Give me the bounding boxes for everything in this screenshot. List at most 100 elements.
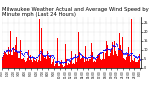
Point (126, 52, 128, 54)
Point (128, 54, 130, 56)
Point (41, 53, 43, 54)
Point (91, 56, 94, 57)
Point (40, 51, 43, 53)
Point (28, 56, 31, 58)
Point (44, 55, 46, 57)
Point (17, 51, 20, 52)
Point (92, 56, 95, 58)
Point (111, 44, 114, 46)
Point (52, 56, 55, 58)
Point (43, 55, 46, 57)
Point (53, 58, 56, 59)
Point (13, 48, 15, 50)
Point (29, 57, 31, 58)
Point (113, 46, 116, 47)
Point (4, 52, 6, 53)
Point (119, 49, 122, 50)
Point (69, 59, 71, 61)
Point (70, 58, 72, 59)
Point (27, 55, 30, 56)
Point (31, 56, 34, 57)
Point (23, 53, 25, 54)
Point (84, 57, 86, 59)
Point (114, 45, 116, 47)
Point (45, 54, 48, 55)
Point (118, 48, 121, 50)
Point (32, 56, 34, 57)
Point (120, 49, 122, 51)
Point (9, 50, 12, 51)
Point (81, 56, 83, 58)
Point (13, 50, 16, 51)
Point (84, 57, 87, 58)
Point (56, 61, 58, 62)
Point (111, 45, 114, 46)
Point (54, 61, 56, 63)
Point (52, 55, 54, 57)
Point (108, 48, 111, 49)
Point (128, 54, 131, 56)
Point (131, 53, 133, 54)
Point (21, 53, 23, 54)
Point (13, 48, 16, 50)
Point (19, 50, 22, 52)
Point (118, 48, 120, 49)
Point (120, 50, 122, 51)
Point (134, 56, 137, 57)
Point (61, 61, 64, 63)
Point (48, 56, 51, 57)
Point (22, 55, 24, 56)
Point (21, 53, 24, 55)
Point (110, 47, 113, 48)
Point (89, 56, 91, 57)
Point (5, 50, 8, 51)
Point (72, 57, 74, 58)
Point (38, 53, 41, 54)
Point (12, 48, 15, 50)
Point (20, 52, 23, 54)
Point (118, 48, 120, 49)
Point (89, 54, 92, 56)
Point (106, 47, 108, 49)
Point (111, 44, 113, 46)
Point (101, 51, 103, 53)
Point (135, 56, 137, 57)
Point (137, 55, 139, 57)
Point (51, 55, 53, 56)
Point (78, 52, 80, 54)
Point (124, 52, 127, 53)
Point (123, 53, 125, 54)
Point (124, 53, 127, 54)
Point (70, 58, 73, 59)
Point (132, 54, 135, 56)
Point (132, 54, 134, 56)
Point (77, 54, 80, 56)
Point (80, 54, 82, 55)
Point (78, 52, 80, 54)
Point (79, 53, 82, 55)
Point (112, 45, 114, 46)
Point (91, 56, 94, 57)
Point (58, 62, 60, 63)
Point (2, 52, 4, 54)
Point (93, 57, 96, 58)
Point (25, 52, 27, 53)
Point (99, 52, 101, 54)
Point (109, 49, 112, 50)
Point (47, 54, 49, 55)
Point (94, 58, 97, 59)
Point (49, 56, 52, 57)
Point (27, 54, 29, 56)
Point (2, 51, 5, 52)
Point (61, 62, 64, 63)
Point (134, 56, 136, 57)
Point (59, 62, 61, 63)
Point (86, 57, 89, 58)
Point (16, 51, 19, 52)
Point (83, 57, 85, 58)
Point (4, 51, 6, 53)
Point (71, 57, 74, 59)
Point (17, 51, 20, 52)
Point (46, 54, 49, 55)
Point (66, 59, 68, 60)
